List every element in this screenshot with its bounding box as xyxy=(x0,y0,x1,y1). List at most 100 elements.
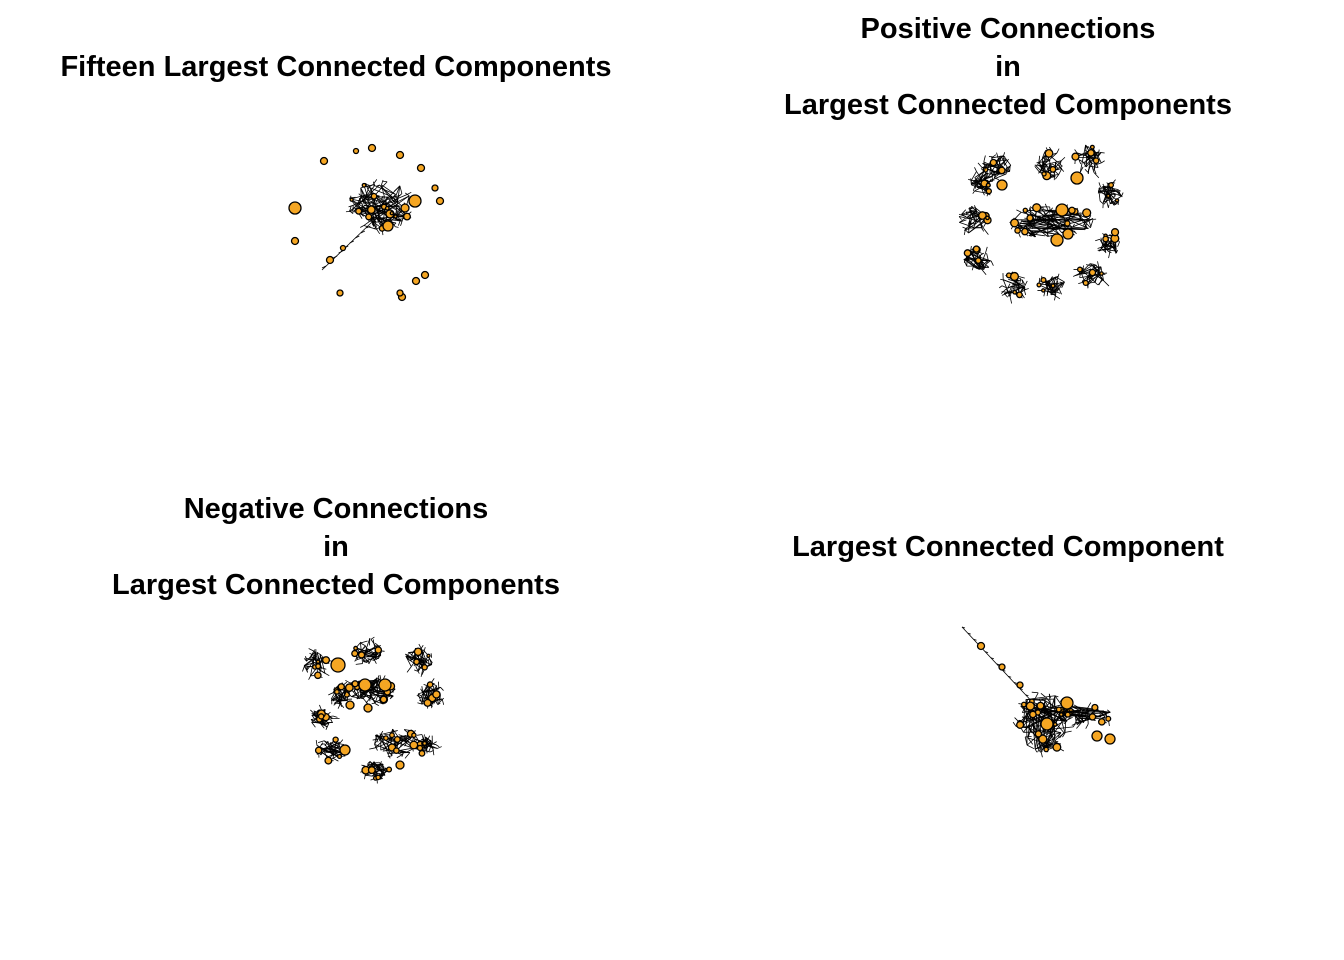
edge xyxy=(380,730,384,735)
edge xyxy=(1021,279,1026,285)
edge xyxy=(977,162,983,168)
edge xyxy=(377,219,383,224)
edge xyxy=(310,719,315,723)
edge xyxy=(429,743,433,746)
edge xyxy=(1005,167,1008,175)
node xyxy=(1108,182,1115,189)
node xyxy=(1071,152,1080,161)
edge xyxy=(963,257,970,260)
edge xyxy=(1052,290,1056,294)
edge xyxy=(1064,720,1067,733)
edge xyxy=(989,172,996,177)
edge xyxy=(1021,716,1025,719)
node xyxy=(963,249,972,257)
node xyxy=(1058,712,1064,717)
edge xyxy=(353,195,375,206)
edge xyxy=(331,696,341,701)
edge xyxy=(323,740,340,757)
node xyxy=(1026,214,1034,222)
edge xyxy=(1040,693,1048,699)
edge xyxy=(981,261,985,267)
edge xyxy=(320,743,325,745)
edge xyxy=(355,663,363,665)
edge xyxy=(441,698,445,705)
edge xyxy=(360,642,366,647)
edge xyxy=(365,698,370,704)
edge xyxy=(383,746,388,751)
edge xyxy=(310,709,316,716)
panel-negative-connections: Negative Connections in Largest Connecte… xyxy=(0,480,672,960)
edge xyxy=(1009,296,1013,304)
edge xyxy=(1081,712,1084,719)
edge xyxy=(1101,716,1106,719)
node xyxy=(355,207,363,215)
node xyxy=(1038,734,1048,744)
edge xyxy=(973,260,983,271)
node xyxy=(1055,203,1069,217)
edge xyxy=(332,715,338,718)
edge xyxy=(406,666,412,673)
panel-positive-connections: Positive Connections in Largest Connecte… xyxy=(672,0,1344,480)
node xyxy=(997,166,1006,175)
edge xyxy=(1035,741,1059,750)
edge xyxy=(393,222,397,226)
node xyxy=(1050,283,1056,289)
edge xyxy=(1056,282,1064,293)
edge xyxy=(355,693,360,699)
node xyxy=(1040,717,1054,731)
edge xyxy=(958,213,967,218)
node xyxy=(1010,218,1020,228)
edge xyxy=(433,686,441,692)
edge xyxy=(369,747,375,750)
edge xyxy=(1027,726,1032,734)
edge xyxy=(368,216,403,222)
node xyxy=(1105,715,1112,722)
node xyxy=(413,658,420,666)
node xyxy=(352,147,360,155)
edge xyxy=(1040,708,1057,713)
panel-title: Negative Connections in Largest Connecte… xyxy=(0,490,672,604)
node xyxy=(1016,681,1024,689)
node xyxy=(985,188,993,195)
edge xyxy=(310,719,324,726)
node xyxy=(1036,282,1042,288)
edge xyxy=(398,734,404,737)
edge xyxy=(1045,215,1089,221)
edge xyxy=(970,246,972,251)
node xyxy=(382,220,394,232)
edge xyxy=(1112,192,1116,197)
edge xyxy=(350,198,383,219)
edge xyxy=(1011,284,1019,287)
node xyxy=(1068,206,1076,215)
node xyxy=(353,645,359,651)
edge xyxy=(981,188,985,196)
edge xyxy=(1045,701,1050,709)
node xyxy=(1052,722,1058,727)
edge xyxy=(1054,734,1056,739)
edge xyxy=(404,729,410,731)
edge xyxy=(1020,705,1025,710)
edge xyxy=(1028,207,1031,211)
edge xyxy=(1041,699,1046,701)
node xyxy=(435,196,445,206)
node xyxy=(1064,711,1071,718)
edge xyxy=(314,651,319,676)
edge xyxy=(1044,724,1056,750)
edge xyxy=(429,750,434,753)
edge xyxy=(1113,192,1122,197)
edge xyxy=(1098,189,1110,193)
node xyxy=(1021,227,1029,236)
edge xyxy=(1073,272,1081,277)
edge xyxy=(1006,165,1012,171)
edge xyxy=(409,656,416,661)
edge xyxy=(1031,691,1039,694)
edge xyxy=(1055,276,1065,283)
edge xyxy=(322,667,327,670)
edge xyxy=(340,703,345,709)
edge xyxy=(993,173,997,178)
edge xyxy=(365,184,370,186)
node xyxy=(1088,713,1097,721)
node xyxy=(422,740,428,746)
node xyxy=(998,663,1006,671)
node xyxy=(976,641,986,651)
